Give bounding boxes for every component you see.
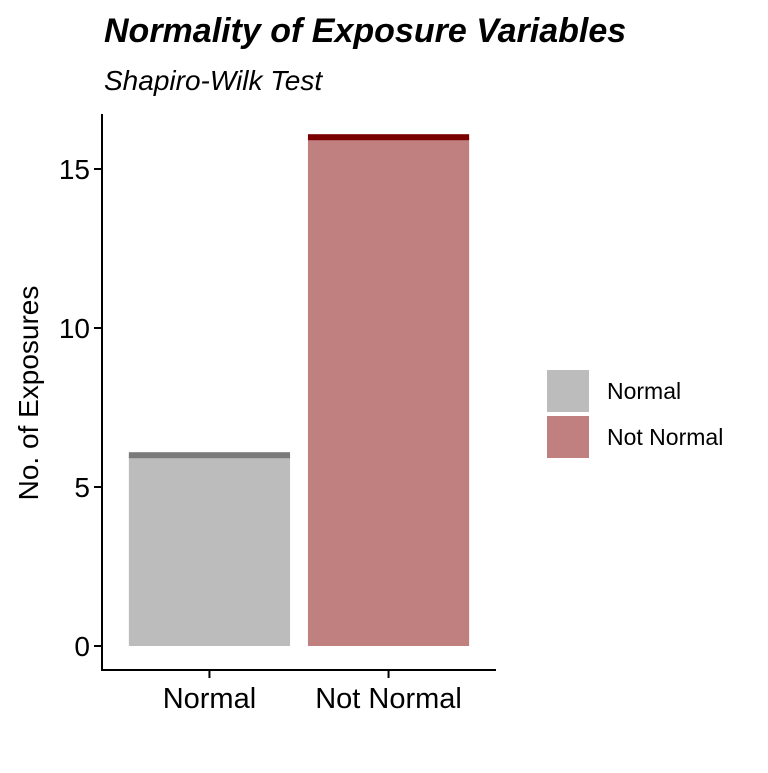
bar-top-line-not-normal: [307, 134, 470, 141]
legend-key-normal: [547, 370, 589, 412]
y-tick-label: 0: [74, 631, 90, 662]
y-tick-label: 10: [59, 313, 90, 344]
chart-title: Normality of Exposure Variables: [104, 12, 626, 50]
bar-normal: [128, 455, 291, 646]
y-tick-label: 15: [59, 154, 90, 185]
plot-area: Normal Not Normal 0 5 10 15: [59, 114, 496, 715]
chart-subtitle: Shapiro-Wilk Test: [104, 65, 323, 96]
y-axis-label: No. of Exposures: [13, 286, 44, 501]
x-tick-label: Not Normal: [315, 683, 462, 715]
bar-top-line-normal: [128, 452, 291, 459]
x-tick-label: Normal: [163, 683, 256, 715]
y-tick-label: 5: [74, 472, 90, 503]
bar-not-normal: [307, 137, 470, 646]
legend-label: Not Normal: [607, 424, 723, 450]
legend-key-not-normal: [547, 416, 589, 458]
legend-label: Normal: [607, 378, 681, 404]
legend: Normal Not Normal: [547, 370, 723, 458]
